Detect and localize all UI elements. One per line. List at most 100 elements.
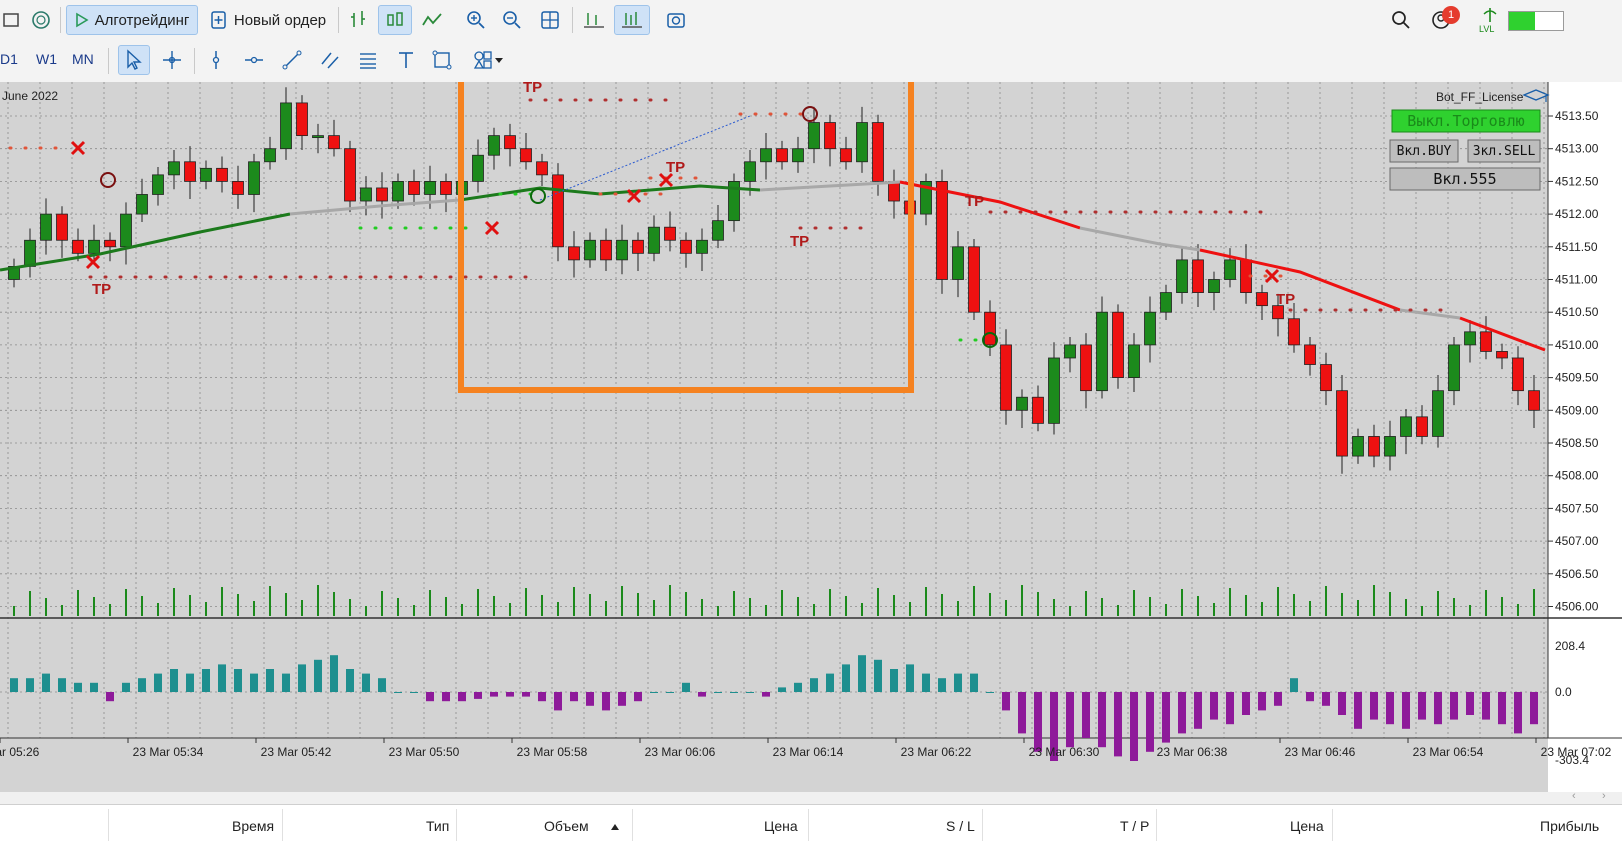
oscillator-bar bbox=[298, 664, 306, 692]
drawing-toolbar: D1 W1 MN bbox=[0, 40, 1622, 83]
take-profit-label: TP bbox=[523, 82, 542, 96]
candle bbox=[952, 246, 964, 280]
vertical-line-tool[interactable] bbox=[202, 45, 230, 75]
col-sl[interactable]: S / L bbox=[946, 818, 975, 834]
col-volume[interactable]: Объем bbox=[544, 818, 589, 834]
candle bbox=[120, 213, 132, 248]
timeframe-mn[interactable]: MN bbox=[72, 51, 94, 67]
candle bbox=[664, 226, 676, 241]
trendline-tool[interactable] bbox=[278, 45, 306, 75]
line-chart-icon bbox=[422, 13, 442, 26]
oscillator-bar bbox=[1290, 678, 1298, 692]
price-axis-label: 4513.00 bbox=[1555, 142, 1599, 156]
oscillator-bar bbox=[74, 682, 82, 692]
scroll-left-icon[interactable]: ‹ bbox=[1572, 790, 1576, 802]
candle bbox=[296, 102, 308, 137]
oscillator-bar bbox=[810, 678, 818, 692]
col-profit[interactable]: Прибыль bbox=[1540, 818, 1600, 834]
candle bbox=[760, 148, 772, 163]
oscillator-bar bbox=[1530, 692, 1538, 725]
line-chart-button[interactable] bbox=[418, 5, 446, 35]
sell-entry-icon bbox=[802, 106, 818, 122]
oscillator-bar bbox=[794, 682, 802, 692]
timeframe-w1[interactable]: W1 bbox=[36, 51, 57, 67]
oscillator-bar bbox=[602, 692, 610, 711]
col-current-price[interactable]: Цена bbox=[1290, 818, 1324, 834]
candle bbox=[392, 181, 404, 202]
zoom-out-button[interactable] bbox=[498, 5, 526, 35]
scroll-right-icon[interactable]: › bbox=[1602, 790, 1606, 802]
candle bbox=[600, 239, 612, 261]
timeframe-d1[interactable]: D1 bbox=[0, 51, 18, 67]
chart-scrollbar[interactable]: ‹ › bbox=[0, 790, 1622, 804]
enable-555-button[interactable]: Вкл.555 bbox=[1389, 167, 1541, 191]
candle bbox=[104, 239, 116, 248]
candle bbox=[1384, 436, 1396, 457]
oscillator-bar bbox=[394, 692, 402, 693]
price-axis-label: 4510.50 bbox=[1555, 305, 1599, 319]
enable-buy-button[interactable]: Вкл.BUY bbox=[1389, 139, 1459, 163]
oscillator-bar bbox=[26, 678, 34, 692]
channel-tool[interactable] bbox=[316, 45, 344, 75]
account-notifications-button[interactable]: 1 bbox=[1426, 5, 1460, 35]
disable-trading-button[interactable]: Выкл.Торговлю bbox=[1391, 109, 1541, 133]
search-button[interactable] bbox=[1388, 5, 1414, 35]
screenshot-button[interactable] bbox=[662, 5, 690, 35]
rectangle-icon bbox=[432, 50, 452, 70]
new-order-button[interactable]: Новый ордер bbox=[204, 5, 332, 35]
col-time[interactable]: Время bbox=[232, 818, 275, 834]
bar-chart-button[interactable] bbox=[344, 5, 372, 35]
connection-strength-fill bbox=[1509, 12, 1535, 30]
oscillator-bar bbox=[490, 692, 498, 697]
trade-link-line bbox=[539, 115, 751, 201]
take-profit-label: TP bbox=[666, 159, 685, 176]
horizontal-line-tool[interactable] bbox=[240, 45, 268, 75]
oscillator-bar bbox=[106, 692, 114, 702]
objects-menu-button[interactable] bbox=[464, 45, 512, 75]
shapes-tool[interactable] bbox=[428, 45, 456, 75]
enable-sell-button[interactable]: Зкл.SELL bbox=[1467, 139, 1541, 163]
toolbar-icon-left[interactable] bbox=[0, 5, 24, 35]
col-price[interactable]: Цена bbox=[764, 818, 798, 834]
oscillator-bar bbox=[778, 687, 786, 692]
auto-scroll-button[interactable] bbox=[580, 5, 608, 35]
notification-badge: 1 bbox=[1442, 6, 1460, 24]
algotrading-button[interactable]: Алготрейдинг bbox=[66, 5, 198, 35]
zoom-in-button[interactable] bbox=[462, 5, 490, 35]
crosshair-icon bbox=[163, 51, 181, 69]
buy-entry-icon bbox=[982, 332, 998, 348]
oscillator-bar bbox=[554, 692, 562, 711]
oscillator-bar bbox=[234, 669, 242, 692]
oscillator-bar bbox=[314, 659, 322, 692]
time-axis-label: 23 Mar 06:30 bbox=[1029, 745, 1100, 759]
candle bbox=[1304, 344, 1316, 365]
crosshair-tool-button[interactable] bbox=[158, 45, 186, 75]
col-type[interactable]: Тип bbox=[426, 818, 450, 834]
candle bbox=[1128, 344, 1140, 378]
fibonacci-tool[interactable] bbox=[354, 45, 382, 75]
chart-shift-button[interactable] bbox=[614, 5, 650, 35]
candle bbox=[584, 239, 596, 261]
time-axis-label: 23 Mar 06:14 bbox=[773, 745, 844, 759]
cursor-tool-button[interactable] bbox=[118, 45, 150, 75]
tile-windows-button[interactable] bbox=[536, 5, 564, 35]
moving-average-red bbox=[1199, 248, 1401, 312]
chart-canvas[interactable]: TP TP TP TP TP TP 4513.50 4513.00 4512.50 4512.0… bbox=[0, 15, 1622, 794]
sell-entry-icon bbox=[100, 172, 116, 188]
oscillator-bar bbox=[1418, 692, 1426, 720]
fibonacci-icon bbox=[360, 53, 376, 69]
oscillator-bar bbox=[122, 682, 130, 692]
oscillator-bar bbox=[1354, 692, 1362, 729]
price-chart[interactable]: TP TP TP TP TP TP 4513.50 4513.00 4512.50 4512.0… bbox=[0, 15, 1622, 794]
candle bbox=[856, 122, 868, 163]
text-tool[interactable] bbox=[392, 45, 420, 75]
market-watch-button[interactable] bbox=[28, 5, 54, 35]
col-tp[interactable]: T / P bbox=[1120, 818, 1150, 834]
oscillator-bar bbox=[442, 692, 450, 702]
candle bbox=[1480, 331, 1492, 352]
oscillator-bar bbox=[1338, 692, 1346, 715]
candle bbox=[184, 161, 196, 182]
candle bbox=[1272, 305, 1284, 320]
take-profit-label: TP bbox=[790, 233, 809, 250]
candlestick-button[interactable] bbox=[378, 5, 412, 35]
